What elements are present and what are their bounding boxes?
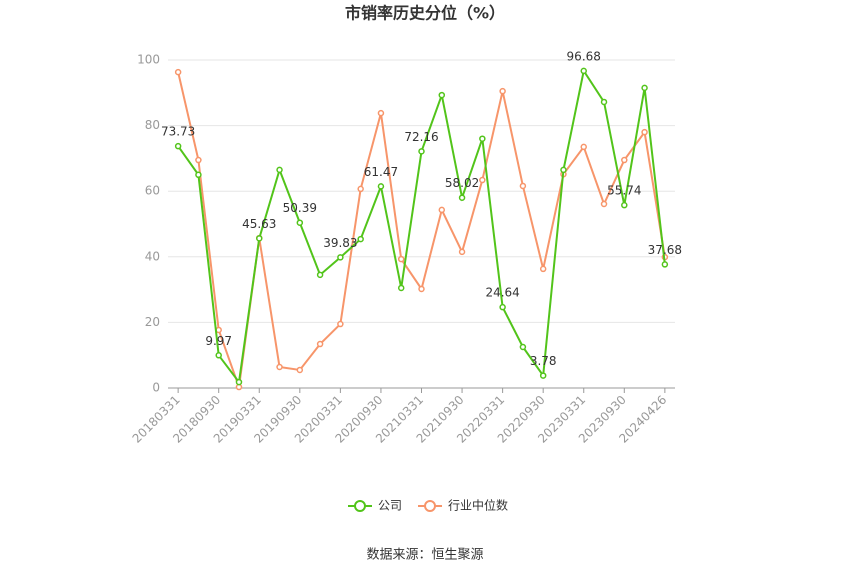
- legend-marker: [354, 500, 366, 512]
- point: [580, 67, 587, 75]
- y-tick-label: 100: [137, 53, 160, 67]
- point: [641, 84, 648, 92]
- point: [580, 143, 587, 151]
- y-tick-label: 60: [145, 184, 160, 198]
- data-label: 96.68: [567, 49, 601, 63]
- data-label: 73.73: [161, 125, 195, 139]
- data-label: 58.02: [445, 176, 479, 190]
- legend-marker: [424, 500, 437, 512]
- data-label: 24.64: [485, 286, 519, 300]
- point: [560, 166, 567, 174]
- data-label: 61.47: [364, 165, 398, 179]
- y-tick-label: 0: [152, 381, 160, 395]
- data-label: 50.39: [283, 201, 317, 215]
- point: [641, 128, 648, 136]
- point: [235, 378, 243, 386]
- point: [539, 265, 547, 273]
- data-label: 39.83: [323, 236, 357, 250]
- point: [296, 219, 304, 226]
- point: [174, 68, 182, 76]
- point: [377, 183, 385, 190]
- point: [397, 255, 405, 263]
- source: 数据来源：恒生聚源: [366, 548, 483, 563]
- y-tick-label: 20: [145, 315, 160, 329]
- point: [276, 166, 283, 174]
- point: [621, 201, 628, 209]
- data-label: 9.97: [205, 334, 232, 348]
- point: [174, 142, 182, 150]
- point: [519, 182, 527, 190]
- point: [621, 156, 628, 164]
- point: [418, 148, 425, 155]
- point: [256, 235, 263, 242]
- data-label: 55.74: [607, 184, 641, 198]
- point: [539, 372, 547, 379]
- data-label: 72.16: [404, 130, 438, 144]
- point: [276, 363, 283, 371]
- legend-label: 公司: [378, 499, 402, 513]
- data-label: 3.78: [530, 354, 557, 368]
- point: [357, 235, 364, 243]
- point: [438, 206, 446, 214]
- point: [479, 135, 486, 142]
- point: [479, 176, 486, 184]
- point: [357, 185, 364, 193]
- legend-label: 行业中位数: [448, 498, 508, 513]
- point: [458, 194, 466, 201]
- point: [195, 156, 202, 164]
- chart-title: 市销率历史分位（%）: [345, 4, 505, 23]
- point: [458, 248, 466, 256]
- point: [418, 285, 425, 293]
- point: [337, 320, 344, 328]
- point: [195, 171, 202, 179]
- y-tick-label: 40: [145, 249, 160, 263]
- data-label: 45.63: [242, 217, 276, 231]
- point: [296, 366, 304, 374]
- point: [519, 343, 527, 351]
- point: [499, 303, 506, 311]
- point: [661, 261, 669, 268]
- point: [600, 98, 608, 106]
- point: [316, 340, 324, 348]
- point: [316, 271, 324, 279]
- point: [377, 109, 385, 117]
- point: [215, 352, 222, 359]
- point: [600, 200, 608, 208]
- point: [499, 87, 506, 95]
- y-tick-label: 80: [145, 118, 160, 132]
- point: [397, 284, 405, 292]
- point: [337, 254, 344, 261]
- point: [438, 91, 446, 99]
- data-label: 37.68: [648, 243, 682, 257]
